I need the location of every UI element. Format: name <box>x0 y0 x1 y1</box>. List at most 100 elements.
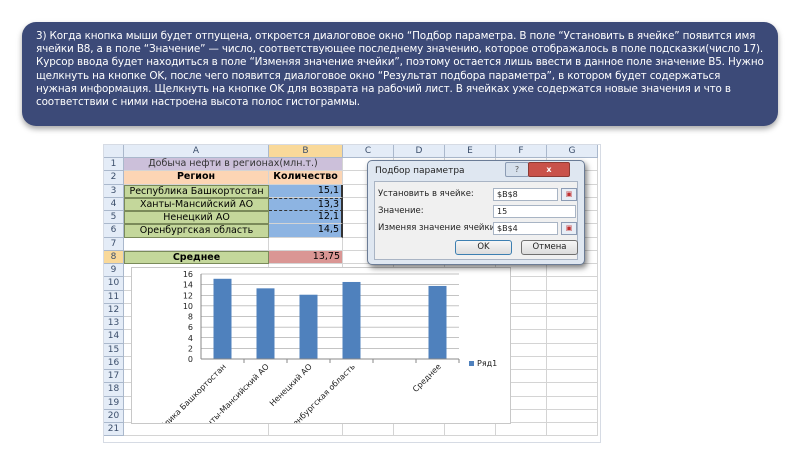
column-header-A[interactable]: A <box>124 145 269 158</box>
change-cell-label: Изменяя значение ячейки: <box>378 223 498 233</box>
cell[interactable] <box>496 370 547 384</box>
cell[interactable] <box>547 409 598 423</box>
set-cell-input[interactable]: $B$8 <box>493 188 558 201</box>
cell[interactable] <box>496 290 547 304</box>
cell[interactable] <box>343 423 394 437</box>
row-header-13[interactable]: 13 <box>104 317 124 331</box>
row-header-14[interactable]: 14 <box>104 330 124 344</box>
value-cell[interactable]: 15,1 <box>269 184 343 198</box>
region-cell[interactable]: Ханты-Мансийский АО <box>124 197 269 211</box>
value-input[interactable]: 15 <box>493 205 576 218</box>
row-header-2[interactable]: 2 <box>104 171 124 185</box>
range-select-icon: ▣ <box>565 224 573 232</box>
header-quantity-cell[interactable]: Количество <box>269 171 343 185</box>
cell[interactable] <box>496 356 547 370</box>
row-header-21[interactable]: 21 <box>104 423 124 437</box>
column-header-E[interactable]: E <box>445 145 496 158</box>
row-header-8[interactable]: 8 <box>104 250 124 264</box>
cell[interactable] <box>496 396 547 410</box>
cell[interactable] <box>496 383 547 397</box>
cell[interactable] <box>547 277 598 291</box>
cell[interactable] <box>496 423 547 437</box>
y-tick-label: 2 <box>188 344 193 353</box>
cell[interactable] <box>547 290 598 304</box>
change-cell-input[interactable]: $B$4 <box>493 222 558 235</box>
row-header-11[interactable]: 11 <box>104 290 124 304</box>
cell[interactable] <box>445 423 496 437</box>
average-label-cell[interactable]: Среднее <box>124 250 269 264</box>
cancel-button[interactable]: Отмена <box>521 240 578 255</box>
empty-cell[interactable] <box>269 237 343 251</box>
bar-chart[interactable]: 0 2 4 6 8 10 12 14 16 Республика Башкортостан Хант… <box>131 267 511 424</box>
row-header-19[interactable]: 19 <box>104 396 124 410</box>
cell[interactable] <box>547 317 598 331</box>
cell[interactable] <box>547 383 598 397</box>
cell[interactable] <box>547 423 598 437</box>
y-tick-label: 14 <box>183 281 193 290</box>
row-header-7[interactable]: 7 <box>104 237 124 251</box>
value-cell[interactable]: 12,1 <box>269 211 343 225</box>
cell[interactable] <box>124 423 269 437</box>
y-tick-label: 0 <box>188 355 193 364</box>
empty-cell[interactable] <box>124 237 269 251</box>
row-header-15[interactable]: 15 <box>104 343 124 357</box>
row-header-20[interactable]: 20 <box>104 409 124 423</box>
close-button[interactable]: x <box>528 162 570 177</box>
row-header-4[interactable]: 4 <box>104 197 124 211</box>
y-tick-label: 16 <box>183 270 193 279</box>
cell[interactable] <box>547 356 598 370</box>
cell[interactable] <box>547 370 598 384</box>
cell[interactable] <box>496 343 547 357</box>
region-cell[interactable]: Республика Башкортостан <box>124 184 269 198</box>
cell[interactable] <box>496 277 547 291</box>
cell[interactable] <box>496 330 547 344</box>
row-header-17[interactable]: 17 <box>104 370 124 384</box>
row-header-1[interactable]: 1 <box>104 158 124 172</box>
close-icon: x <box>546 165 552 174</box>
row-header-5[interactable]: 5 <box>104 211 124 225</box>
row-header-3[interactable]: 3 <box>104 184 124 198</box>
column-header-G[interactable]: G <box>547 145 598 158</box>
row-header-9[interactable]: 9 <box>104 264 124 278</box>
select-all-corner[interactable] <box>104 145 124 158</box>
cell[interactable] <box>547 303 598 317</box>
x-tick-label: Ханты-Мансийский АО <box>197 362 271 423</box>
cell[interactable] <box>394 423 445 437</box>
row-header-10[interactable]: 10 <box>104 277 124 291</box>
y-tick-label: 10 <box>183 302 193 311</box>
column-header-C[interactable]: C <box>343 145 394 158</box>
column-header-B[interactable]: B <box>269 145 343 158</box>
cell[interactable] <box>547 396 598 410</box>
cell[interactable] <box>496 317 547 331</box>
region-cell[interactable]: Оренбургская область <box>124 224 269 238</box>
value-cell[interactable]: 13,3 <box>269 197 343 211</box>
average-value-cell[interactable]: 13,75 <box>269 250 343 264</box>
cell[interactable] <box>269 423 343 437</box>
bar <box>299 294 318 359</box>
change-cell-collapse-button[interactable]: ▣ <box>561 222 577 235</box>
table-title-cell[interactable]: Добыча нефти в регионах(млн.т.) <box>124 158 343 172</box>
header-region-cell[interactable]: Регион <box>124 171 269 185</box>
cell[interactable] <box>496 409 547 423</box>
row-header-18[interactable]: 18 <box>104 383 124 397</box>
help-button[interactable]: ? <box>505 162 529 177</box>
bar <box>213 278 232 359</box>
cell[interactable] <box>547 343 598 357</box>
cell[interactable] <box>547 330 598 344</box>
column-header-D[interactable]: D <box>394 145 445 158</box>
cell[interactable] <box>496 303 547 317</box>
row-header-12[interactable]: 12 <box>104 303 124 317</box>
ok-button[interactable]: OK <box>455 240 512 255</box>
cell[interactable] <box>547 264 598 278</box>
x-tick-label: Ненецкий АО <box>268 362 314 408</box>
cell[interactable] <box>496 264 547 278</box>
y-tick-label: 4 <box>188 334 193 343</box>
value-cell[interactable]: 14,5 <box>269 224 343 238</box>
x-tick-label: Оренбургская область <box>283 362 357 423</box>
column-header-F[interactable]: F <box>496 145 547 158</box>
bar <box>428 285 447 359</box>
row-header-16[interactable]: 16 <box>104 356 124 370</box>
set-cell-collapse-button[interactable]: ▣ <box>561 188 577 201</box>
row-header-6[interactable]: 6 <box>104 224 124 238</box>
region-cell[interactable]: Ненецкий АО <box>124 211 269 225</box>
